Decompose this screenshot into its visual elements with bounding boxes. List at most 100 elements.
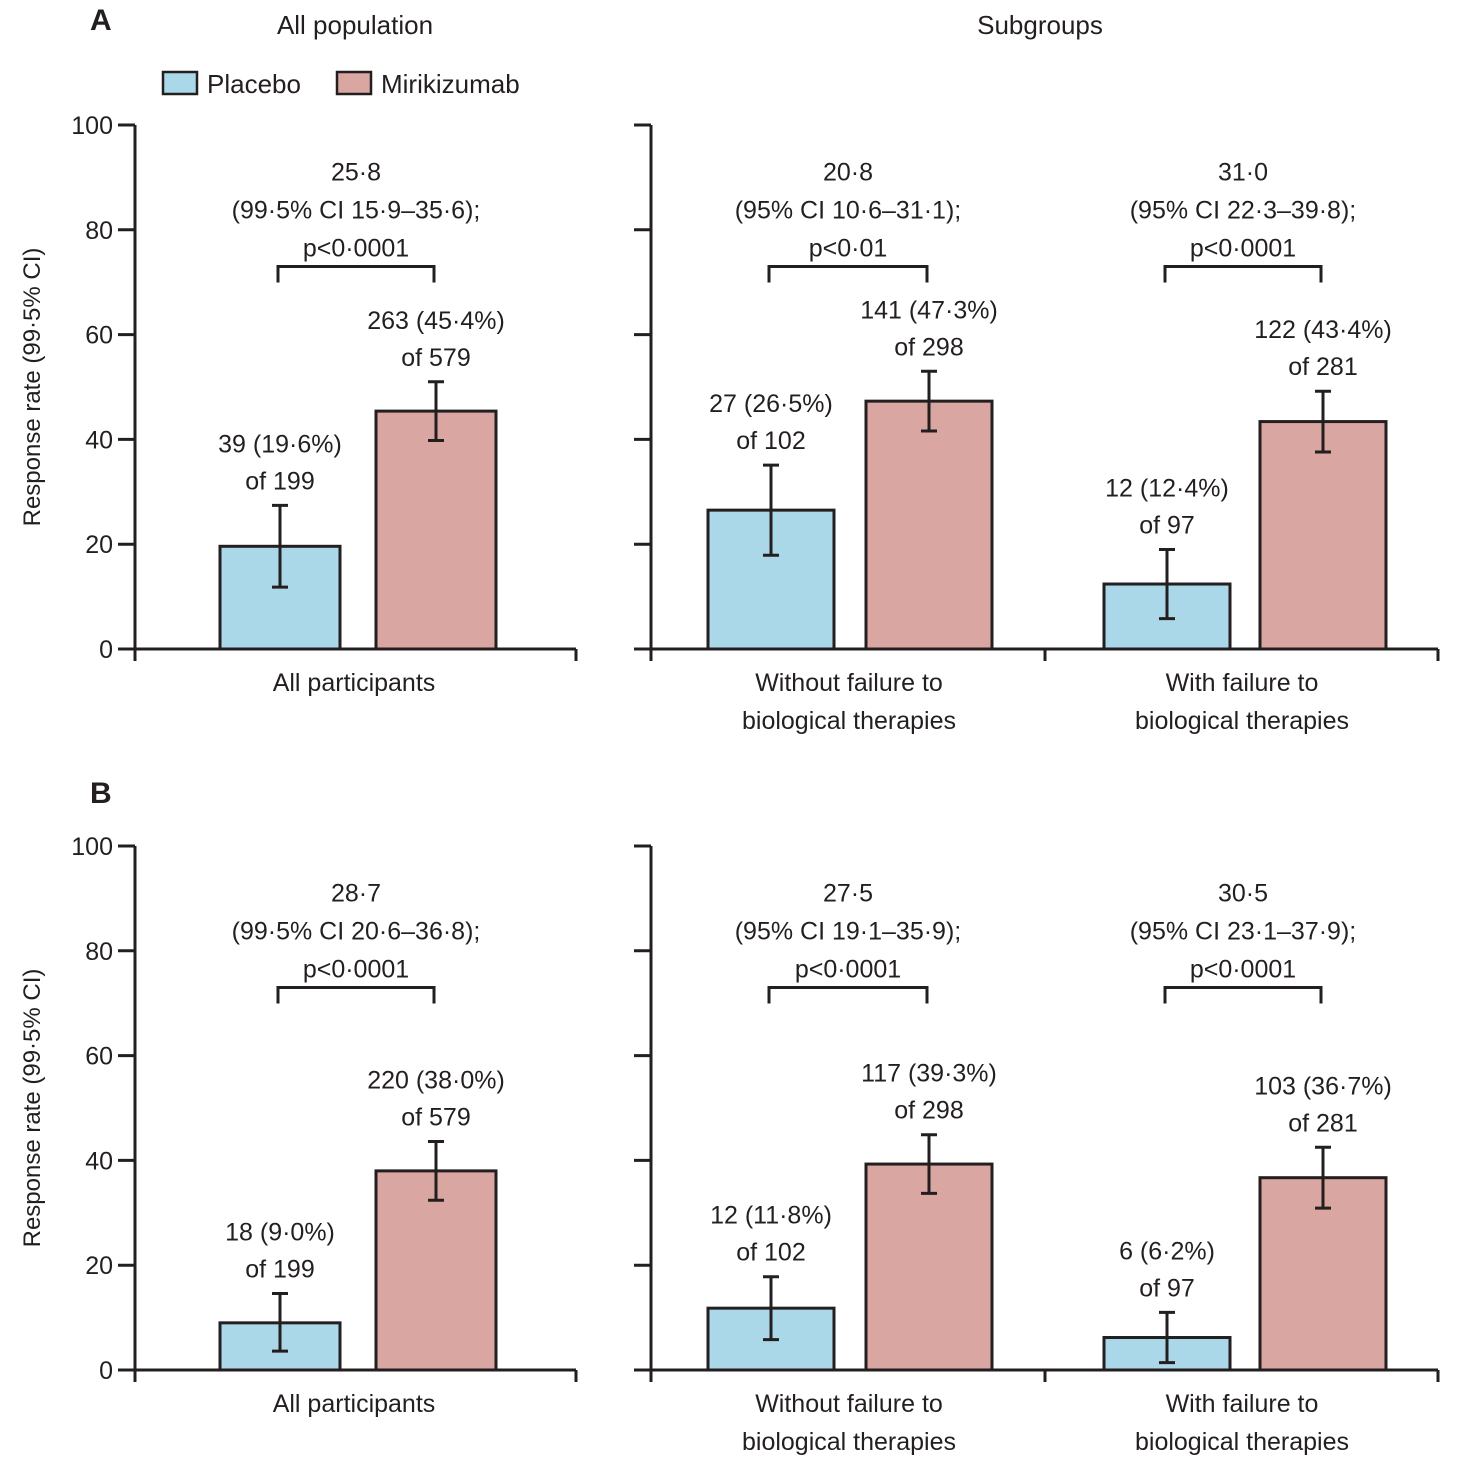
panel-b-group-1-mirikizumab-error-bar [428,1140,444,1202]
panel-a-group-1-difference-text-1: 25·8 [331,158,381,186]
panel-a-group-1-placebo-error-bar [272,503,288,589]
panel-a-group-2-category-label: Without failure to [755,669,943,697]
legend-swatch-mirikizumab [335,70,373,96]
legend-label-placebo: Placebo [207,69,301,99]
panel-b-group-2-difference-bracket [767,985,929,1004]
panel-a-group-3-placebo-error-bar [1159,547,1175,621]
panel-b-y-tick-label-80: 80 [85,938,113,966]
panel-b-group-1-difference-text-3: p<0·0001 [303,955,409,983]
panel-b-group-1-difference-bracket [276,985,436,1004]
panel-b-y-axis-label: Response rate (99·5% CI) [19,969,46,1248]
panel-a-y-tick-label-20: 20 [85,531,113,559]
panel-b-y-tick-label-60: 60 [85,1043,113,1071]
panel-b-group-2-mirikizumab-bar [864,1162,994,1372]
legend-label-mirikizumab: Mirikizumab [381,69,520,99]
panel-a-group-1-difference-text-2: (99·5% CI 15·9–35·6); [232,196,481,224]
panel-a-group-2-difference-text-3: p<0·01 [809,234,888,262]
header-all-population: All population [277,10,433,40]
panel-a-group-3-placebo-denominator-label: of 97 [1139,511,1195,539]
panel-a-y-tick-label-100: 100 [71,112,113,140]
panel-b-group-2-mirikizumab-count-label: 117 (39·3%) [861,1060,997,1088]
panel-a-group-2-difference-bracket [767,264,929,283]
panel-b-group-3-difference-text-1: 30·5 [1218,879,1268,907]
panel-b-group-3-mirikizumab-error-bar [1315,1145,1331,1210]
panel-b-group-3-category-label: biological therapies [1135,1428,1349,1456]
panel-b-letter: B [90,777,112,810]
panel-a-y-tick-label-0: 0 [99,636,113,664]
panel-a-group-3-mirikizumab-count-label: 122 (43·4%) [1254,316,1392,344]
panel-b-group-3-placebo-count-label: 6 (6·2%) [1119,1237,1215,1265]
panel-a-y-axis-label: Response rate (99·5% CI) [19,248,46,527]
panel-b-group-2-category-label: biological therapies [742,1428,956,1456]
panel-a-y-tick-label-40: 40 [85,426,113,454]
panel-a-group-1-difference-text-3: p<0·0001 [303,234,409,262]
panel-a-group-2-mirikizumab-bar [864,399,994,651]
panel-b-group-2-difference-text-1: 27·5 [823,879,873,907]
panel-a-y-tick-label-60: 60 [85,322,113,350]
panel-a-group-1-mirikizumab-count-label: 263 (45·4%) [367,307,505,335]
panel-b-group-3-placebo-error-bar [1159,1310,1175,1365]
panel-a-group-3-difference-text-1: 31·0 [1218,158,1268,186]
panel-b-group-3-mirikizumab-count-label: 103 (36·7%) [1254,1072,1392,1100]
panel-b-group-1-difference-text-1: 28·7 [331,879,381,907]
panel-a-group-2-mirikizumab-error-bar [921,369,937,433]
panel-b-y-tick-label-0: 0 [99,1357,113,1385]
panel-a-group-3-difference-text-2: (95% CI 22·3–39·8); [1130,196,1357,224]
panel-a-group-1-placebo-count-label: 39 (19·6%) [218,430,342,458]
panel-b-group-1-mirikizumab-bar [374,1169,498,1372]
legend: Placebo Mirikizumab [161,69,520,99]
panel-b-group-2-placebo-error-bar [763,1275,779,1342]
panel-a: A Response rate (99·5% CI) 0 20 40 60 80 100 39 … [19,4,1440,735]
panel-b-y-tick-label-100: 100 [71,833,113,861]
panel-a-group-3-category-label: biological therapies [1135,707,1349,735]
panel-b-group-1-category-label: All participants [273,1390,436,1418]
panel-b-group-2-placebo-denominator-label: of 102 [736,1239,806,1267]
panel-b-group-3-mirikizumab-bar [1258,1176,1388,1372]
panel-b-group-1-placebo-error-bar [272,1292,288,1353]
header-subgroups: Subgroups [977,10,1103,40]
panel-a-letter: A [90,4,112,37]
panel-b-group-1-mirikizumab-count-label: 220 (38·0%) [367,1067,505,1095]
panel-a-group-2-category-label: biological therapies [742,707,956,735]
panel-a-group-3-difference-text-3: p<0·0001 [1190,234,1296,262]
panel-a-group-2-placebo-count-label: 27 (26·5%) [709,390,833,418]
panel-b-y-tick-label-20: 20 [85,1252,113,1280]
panel-a-group-2-difference-text-2: (95% CI 10·6–31·1); [735,196,962,224]
panel-b: B Response rate (99·5% CI) 0 20 40 60 80 100 18 … [19,777,1440,1456]
panel-a-group-3-mirikizumab-error-bar [1315,389,1331,454]
panel-b-group-3-difference-text-2: (95% CI 23·1–37·9); [1130,917,1357,945]
panel-a-y-tick-label-80: 80 [85,217,113,245]
panel-a-group-1-placebo-denominator-label: of 199 [245,467,315,495]
panel-a-group-1-mirikizumab-denominator-label: of 579 [401,344,471,372]
panel-a-group-1-difference-bracket [276,264,436,283]
panel-a-group-2-difference-text-1: 20·8 [823,158,873,186]
panel-a-group-2-mirikizumab-denominator-label: of 298 [894,333,964,361]
panel-b-group-2-mirikizumab-error-bar [921,1133,937,1195]
panel-a-group-1-mirikizumab-bar [374,409,498,651]
panel-b-group-3-difference-bracket [1163,985,1323,1004]
panel-b-group-1-mirikizumab-denominator-label: of 579 [401,1104,471,1132]
panel-b-group-2-difference-text-2: (95% CI 19·1–35·9); [735,917,962,945]
panel-b-y-tick-label-40: 40 [85,1147,113,1175]
panel-b-group-3-difference-text-3: p<0·0001 [1190,955,1296,983]
panel-a-group-3-difference-bracket [1163,264,1323,283]
panel-b-group-1-placebo-denominator-label: of 199 [245,1255,315,1283]
panel-b-group-3-placebo-denominator-label: of 97 [1139,1274,1195,1302]
panel-b-group-2-difference-text-3: p<0·0001 [795,955,901,983]
legend-swatch-placebo [161,70,199,96]
panel-a-group-3-mirikizumab-denominator-label: of 281 [1288,353,1358,381]
panel-a-group-3-placebo-count-label: 12 (12·4%) [1105,474,1229,502]
panel-b-group-1-difference-text-2: (99·5% CI 20·6–36·8); [232,917,481,945]
panel-a-group-1-mirikizumab-error-bar [428,380,444,442]
panel-a-group-1-category-label: All participants [273,669,436,697]
panel-a-group-2-placebo-denominator-label: of 102 [736,427,806,455]
panel-b-group-1-placebo-count-label: 18 (9·0%) [225,1218,335,1246]
panel-a-group-3-category-label: With failure to [1166,669,1319,697]
panel-b-group-2-mirikizumab-denominator-label: of 298 [894,1097,964,1125]
panel-a-group-2-mirikizumab-count-label: 141 (47·3%) [860,296,998,324]
panel-b-group-2-placebo-count-label: 12 (11·8%) [710,1202,832,1230]
panel-a-group-2-placebo-error-bar [763,463,779,557]
panel-a-group-3-mirikizumab-bar [1258,420,1388,651]
panel-b-group-3-category-label: With failure to [1166,1390,1319,1418]
